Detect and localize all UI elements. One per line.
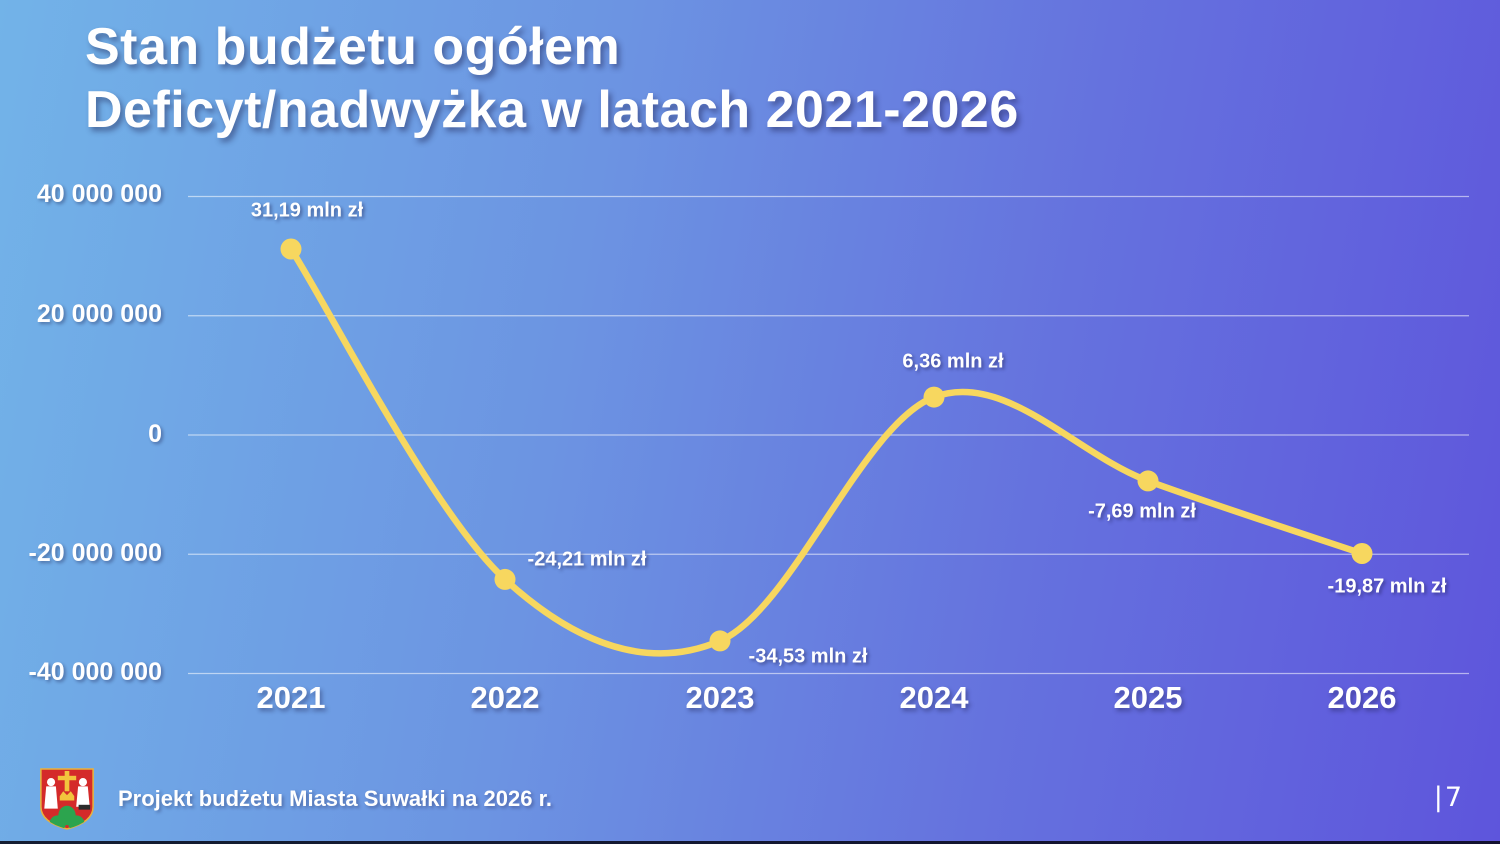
slide-title-line2: Deficyt/nadwyżka w latach 2021-2026 — [85, 81, 1019, 140]
data-point-2021 — [280, 238, 302, 260]
y-axis-tick: -40 000 000 — [28, 658, 162, 686]
y-axis-tick: 40 000 000 — [36, 180, 162, 208]
suwalki-coat-of-arms-logo — [40, 768, 94, 830]
x-axis-label-2024: 2024 — [899, 680, 969, 715]
monk-figure-left — [44, 778, 58, 809]
data-point-2024 — [923, 386, 945, 408]
slide-title-line1: Stan budżetu ogółem — [85, 18, 621, 76]
data-point-2023 — [709, 630, 731, 652]
bottom-edge-bar — [0, 841, 1500, 844]
deficit-series-line — [287, 245, 1366, 657]
page-number: |7 — [1433, 782, 1464, 813]
data-label-2021: 31,19 mln zł — [250, 199, 364, 222]
data-point-2025 — [1137, 470, 1159, 492]
y-axis-tick: 0 — [148, 420, 162, 448]
data-label-2025: -7,69 mln zł — [1088, 500, 1196, 523]
data-label-2023: -34,53 mln zł — [748, 645, 868, 668]
x-axis-label-2021: 2021 — [256, 680, 326, 715]
green-hills — [49, 805, 85, 829]
y-axis-tick: -20 000 000 — [28, 539, 162, 567]
data-label-2022: -24,21 mln zł — [527, 548, 647, 571]
data-label-2026: -19,87 mln zł — [1327, 575, 1447, 598]
x-axis-label-2025: 2025 — [1113, 680, 1183, 715]
y-axis-tick: 20 000 000 — [36, 300, 162, 328]
x-axis-label-2026: 2026 — [1327, 680, 1397, 715]
monk-figure-right — [76, 778, 90, 807]
footer-caption: Projekt budżetu Miasta Suwałki na 2026 r… — [118, 786, 553, 811]
slide-title: Stan budżetu ogółem Deficyt/nadwyżka w l… — [85, 16, 1019, 143]
x-axis-label-2023: 2023 — [685, 680, 755, 715]
data-point-2026 — [1351, 543, 1373, 564]
x-axis-label-2022: 2022 — [470, 680, 540, 715]
cross-icon — [57, 770, 77, 801]
slide-footer: Projekt budżetu Miasta Suwałki na 2026 r… — [38, 766, 552, 832]
data-label-2024: 6,36 mln zł — [902, 350, 1004, 373]
data-point-2022 — [494, 568, 516, 590]
